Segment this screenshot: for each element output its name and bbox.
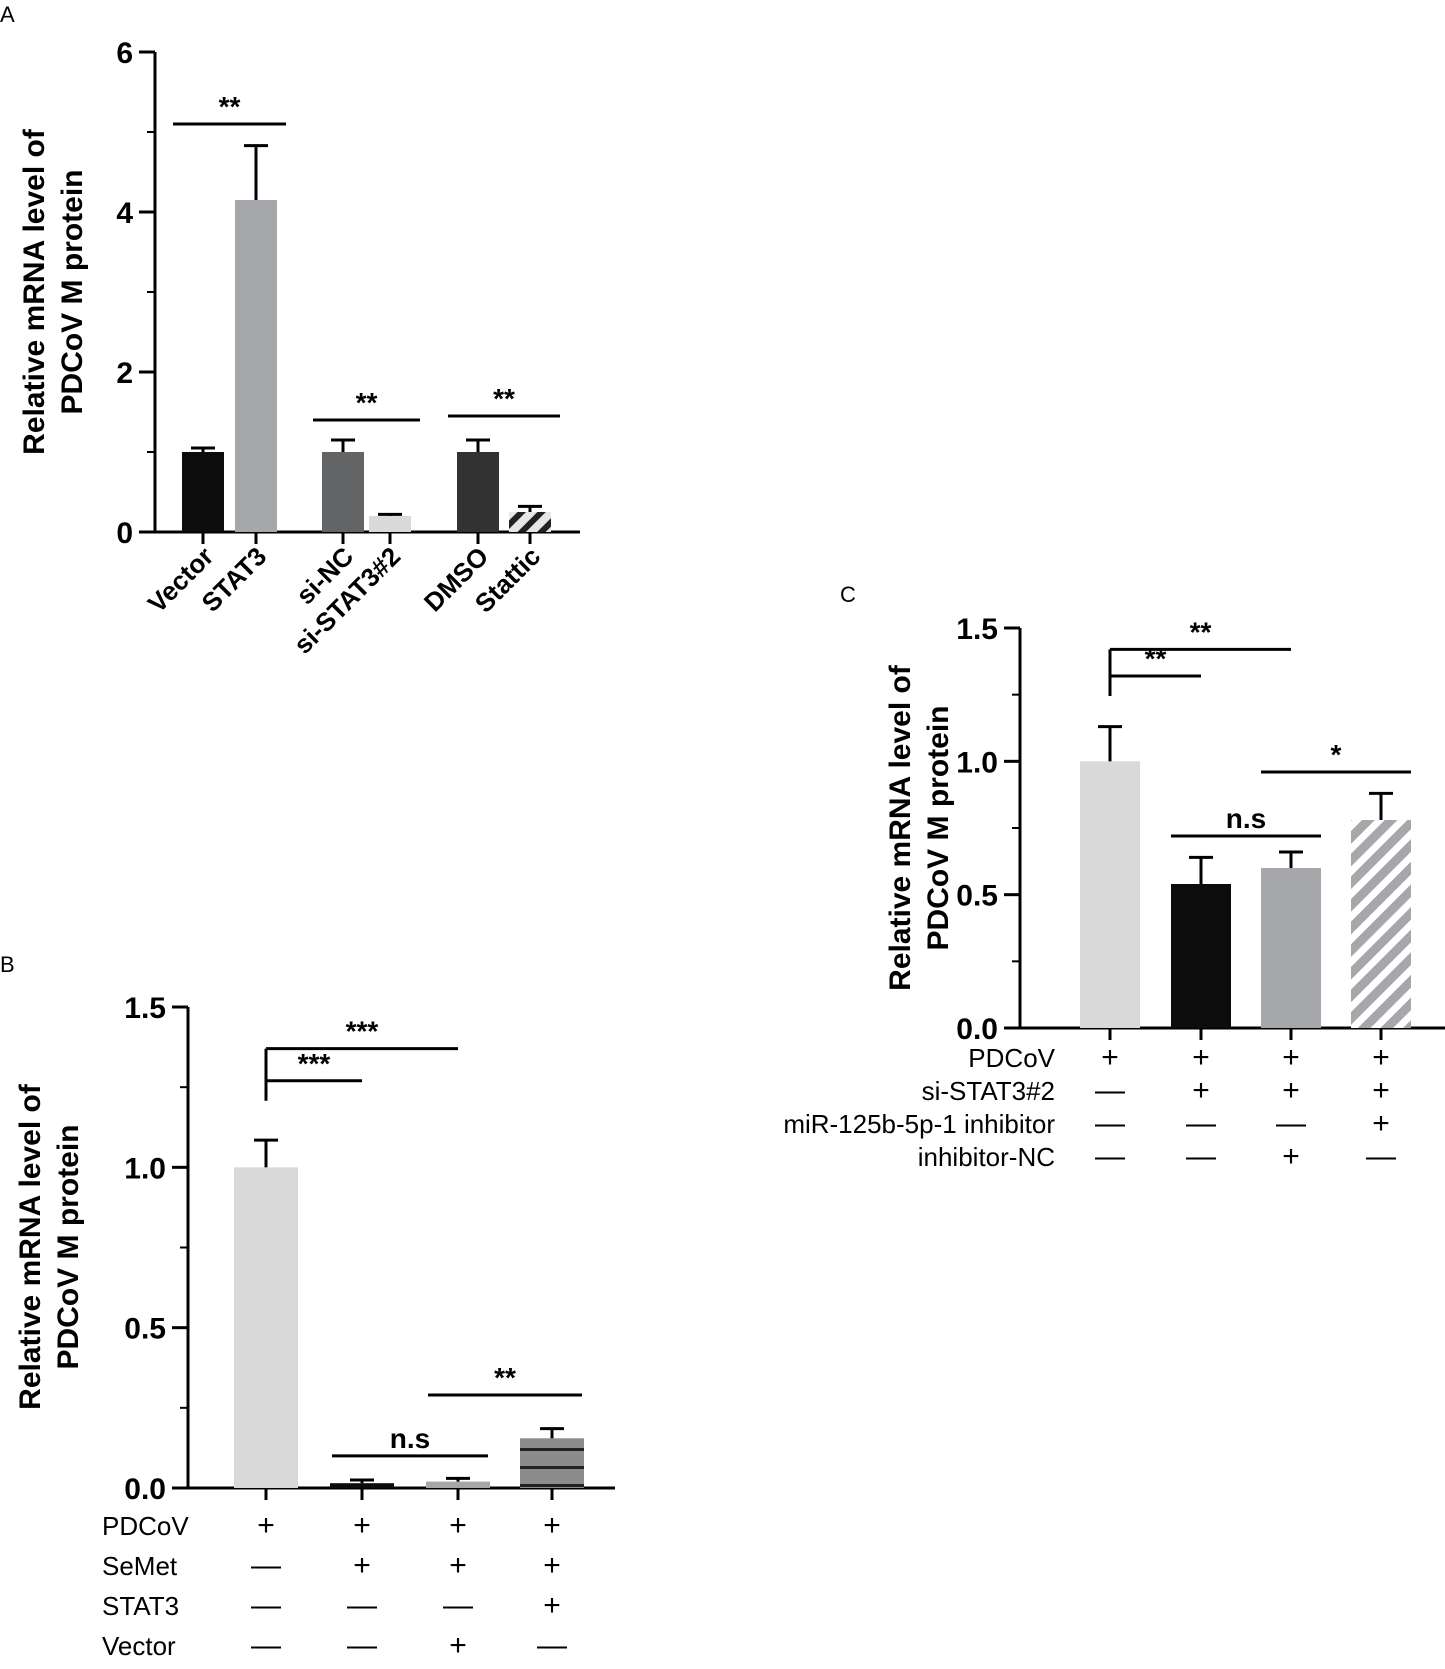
y-tick-label: 0.5 <box>956 880 998 913</box>
bar <box>426 1481 490 1488</box>
y-axis-title-line: PDCoV M protein <box>56 170 89 415</box>
condition-mark: + <box>1372 1041 1390 1074</box>
y-axis-title-line: Relative mRNA level of <box>18 128 51 455</box>
y-tick-label: 6 <box>116 37 133 70</box>
significance-label: ** <box>1190 616 1212 647</box>
condition-mark: — <box>251 1629 281 1662</box>
y-axis-title-line: Relative mRNA level of <box>14 1083 47 1410</box>
condition-mark: + <box>449 1549 467 1582</box>
bar <box>1261 868 1321 1028</box>
condition-mark: — <box>1095 1107 1125 1140</box>
condition-row-label: SeMet <box>102 1551 178 1581</box>
bar <box>369 516 411 532</box>
condition-mark: + <box>543 1509 561 1542</box>
bar <box>520 1438 584 1488</box>
y-tick-label: 2 <box>116 357 133 390</box>
condition-mark: — <box>443 1589 473 1622</box>
condition-mark: — <box>537 1629 567 1662</box>
panel-b-condition-table: PDCoV + + + + SeMet — + + + STAT3 — — — + Vector — — + — <box>102 1509 567 1662</box>
bar <box>330 1483 394 1488</box>
bar <box>234 1167 298 1488</box>
condition-mark: + <box>1192 1041 1210 1074</box>
condition-mark: — <box>251 1549 281 1582</box>
panel-b-y-axis-title: Relative mRNA level of PDCoV M protein <box>14 1083 85 1410</box>
condition-mark: + <box>1282 1140 1300 1173</box>
condition-mark: — <box>1095 1074 1125 1107</box>
y-axis-title-line: PDCoV M protein <box>922 706 955 951</box>
significance-label: n.s <box>1226 803 1266 834</box>
y-tick-label: 0.0 <box>124 1473 166 1506</box>
y-tick-label: 1.0 <box>956 746 998 779</box>
panel-c-y-axis-title: Relative mRNA level of PDCoV M protein <box>884 664 955 991</box>
y-tick-label: 0 <box>116 517 133 550</box>
panel-a: A Relative mRNA level of PDCoV M protein … <box>0 2 580 660</box>
panel-b-label: B <box>0 952 15 977</box>
condition-mark: — <box>1276 1107 1306 1140</box>
panel-c-label: C <box>840 582 856 607</box>
panel-a-y-axis-title: Relative mRNA level of PDCoV M protein <box>18 128 89 455</box>
y-tick-label: 0.0 <box>956 1013 998 1046</box>
condition-mark: + <box>1282 1041 1300 1074</box>
condition-mark: — <box>347 1589 377 1622</box>
bar <box>457 452 499 532</box>
bar <box>1351 820 1411 1028</box>
panel-c-plot: 0.0 0.5 1.0 1.5 ** ** n.s * <box>956 613 1445 1046</box>
condition-mark: + <box>1101 1041 1119 1074</box>
condition-mark: + <box>1192 1074 1210 1107</box>
bar <box>322 452 364 532</box>
significance-label: ** <box>493 383 515 414</box>
condition-mark: — <box>1186 1107 1216 1140</box>
y-tick-label: 4 <box>116 197 133 230</box>
condition-mark: + <box>1372 1074 1390 1107</box>
condition-row-label: PDCoV <box>968 1043 1055 1073</box>
significance-label: * <box>1331 739 1342 770</box>
condition-mark: + <box>353 1549 371 1582</box>
panel-b: B Relative mRNA level of PDCoV M protein … <box>0 952 615 1662</box>
condition-mark: — <box>347 1629 377 1662</box>
condition-mark: + <box>353 1509 371 1542</box>
y-axis-title-line: Relative mRNA level of <box>884 664 917 991</box>
bar <box>1080 761 1140 1028</box>
condition-mark: + <box>543 1589 561 1622</box>
significance-label: ** <box>494 1362 516 1393</box>
condition-mark: + <box>1282 1074 1300 1107</box>
condition-mark: — <box>1186 1140 1216 1173</box>
panel-b-plot: 0.0 0.5 1.0 1.5 *** *** n.s ** <box>124 992 615 1506</box>
significance-label: ** <box>356 387 378 418</box>
condition-mark: + <box>1372 1107 1390 1140</box>
condition-mark: + <box>257 1509 275 1542</box>
panel-a-label: A <box>0 2 15 27</box>
y-tick-label: 1.0 <box>124 1152 166 1185</box>
significance-label: *** <box>298 1048 331 1079</box>
bar <box>1171 884 1231 1028</box>
condition-mark: — <box>1095 1140 1125 1173</box>
condition-mark: + <box>449 1509 467 1542</box>
bar <box>235 200 277 532</box>
significance-label: n.s <box>390 1423 430 1454</box>
condition-mark: — <box>251 1589 281 1622</box>
condition-row-label: Vector <box>102 1631 176 1661</box>
condition-row-label: miR-125b-5p-1 inhibitor <box>783 1109 1055 1139</box>
y-tick-label: 1.5 <box>124 992 166 1025</box>
panel-c: C Relative mRNA level of PDCoV M protein … <box>783 582 1445 1173</box>
condition-row-label: PDCoV <box>102 1511 189 1541</box>
significance-label: ** <box>1145 643 1167 674</box>
y-tick-label: 0.5 <box>124 1313 166 1346</box>
condition-mark: — <box>1366 1140 1396 1173</box>
condition-row-label: si-STAT3#2 <box>922 1076 1055 1106</box>
condition-row-label: inhibitor-NC <box>918 1142 1055 1172</box>
condition-mark: + <box>449 1629 467 1662</box>
y-axis-title-line: PDCoV M protein <box>52 1125 85 1370</box>
bar <box>509 512 551 532</box>
significance-label: ** <box>219 91 241 122</box>
condition-row-label: STAT3 <box>102 1591 179 1621</box>
significance-label: *** <box>346 1016 379 1047</box>
bar <box>182 452 224 532</box>
condition-mark: + <box>543 1549 561 1582</box>
panel-c-condition-table: PDCoV + + + +si-STAT3#2— + + +miR-125b-5p-1 inh… <box>783 1041 1396 1173</box>
y-tick-label: 1.5 <box>956 613 998 646</box>
